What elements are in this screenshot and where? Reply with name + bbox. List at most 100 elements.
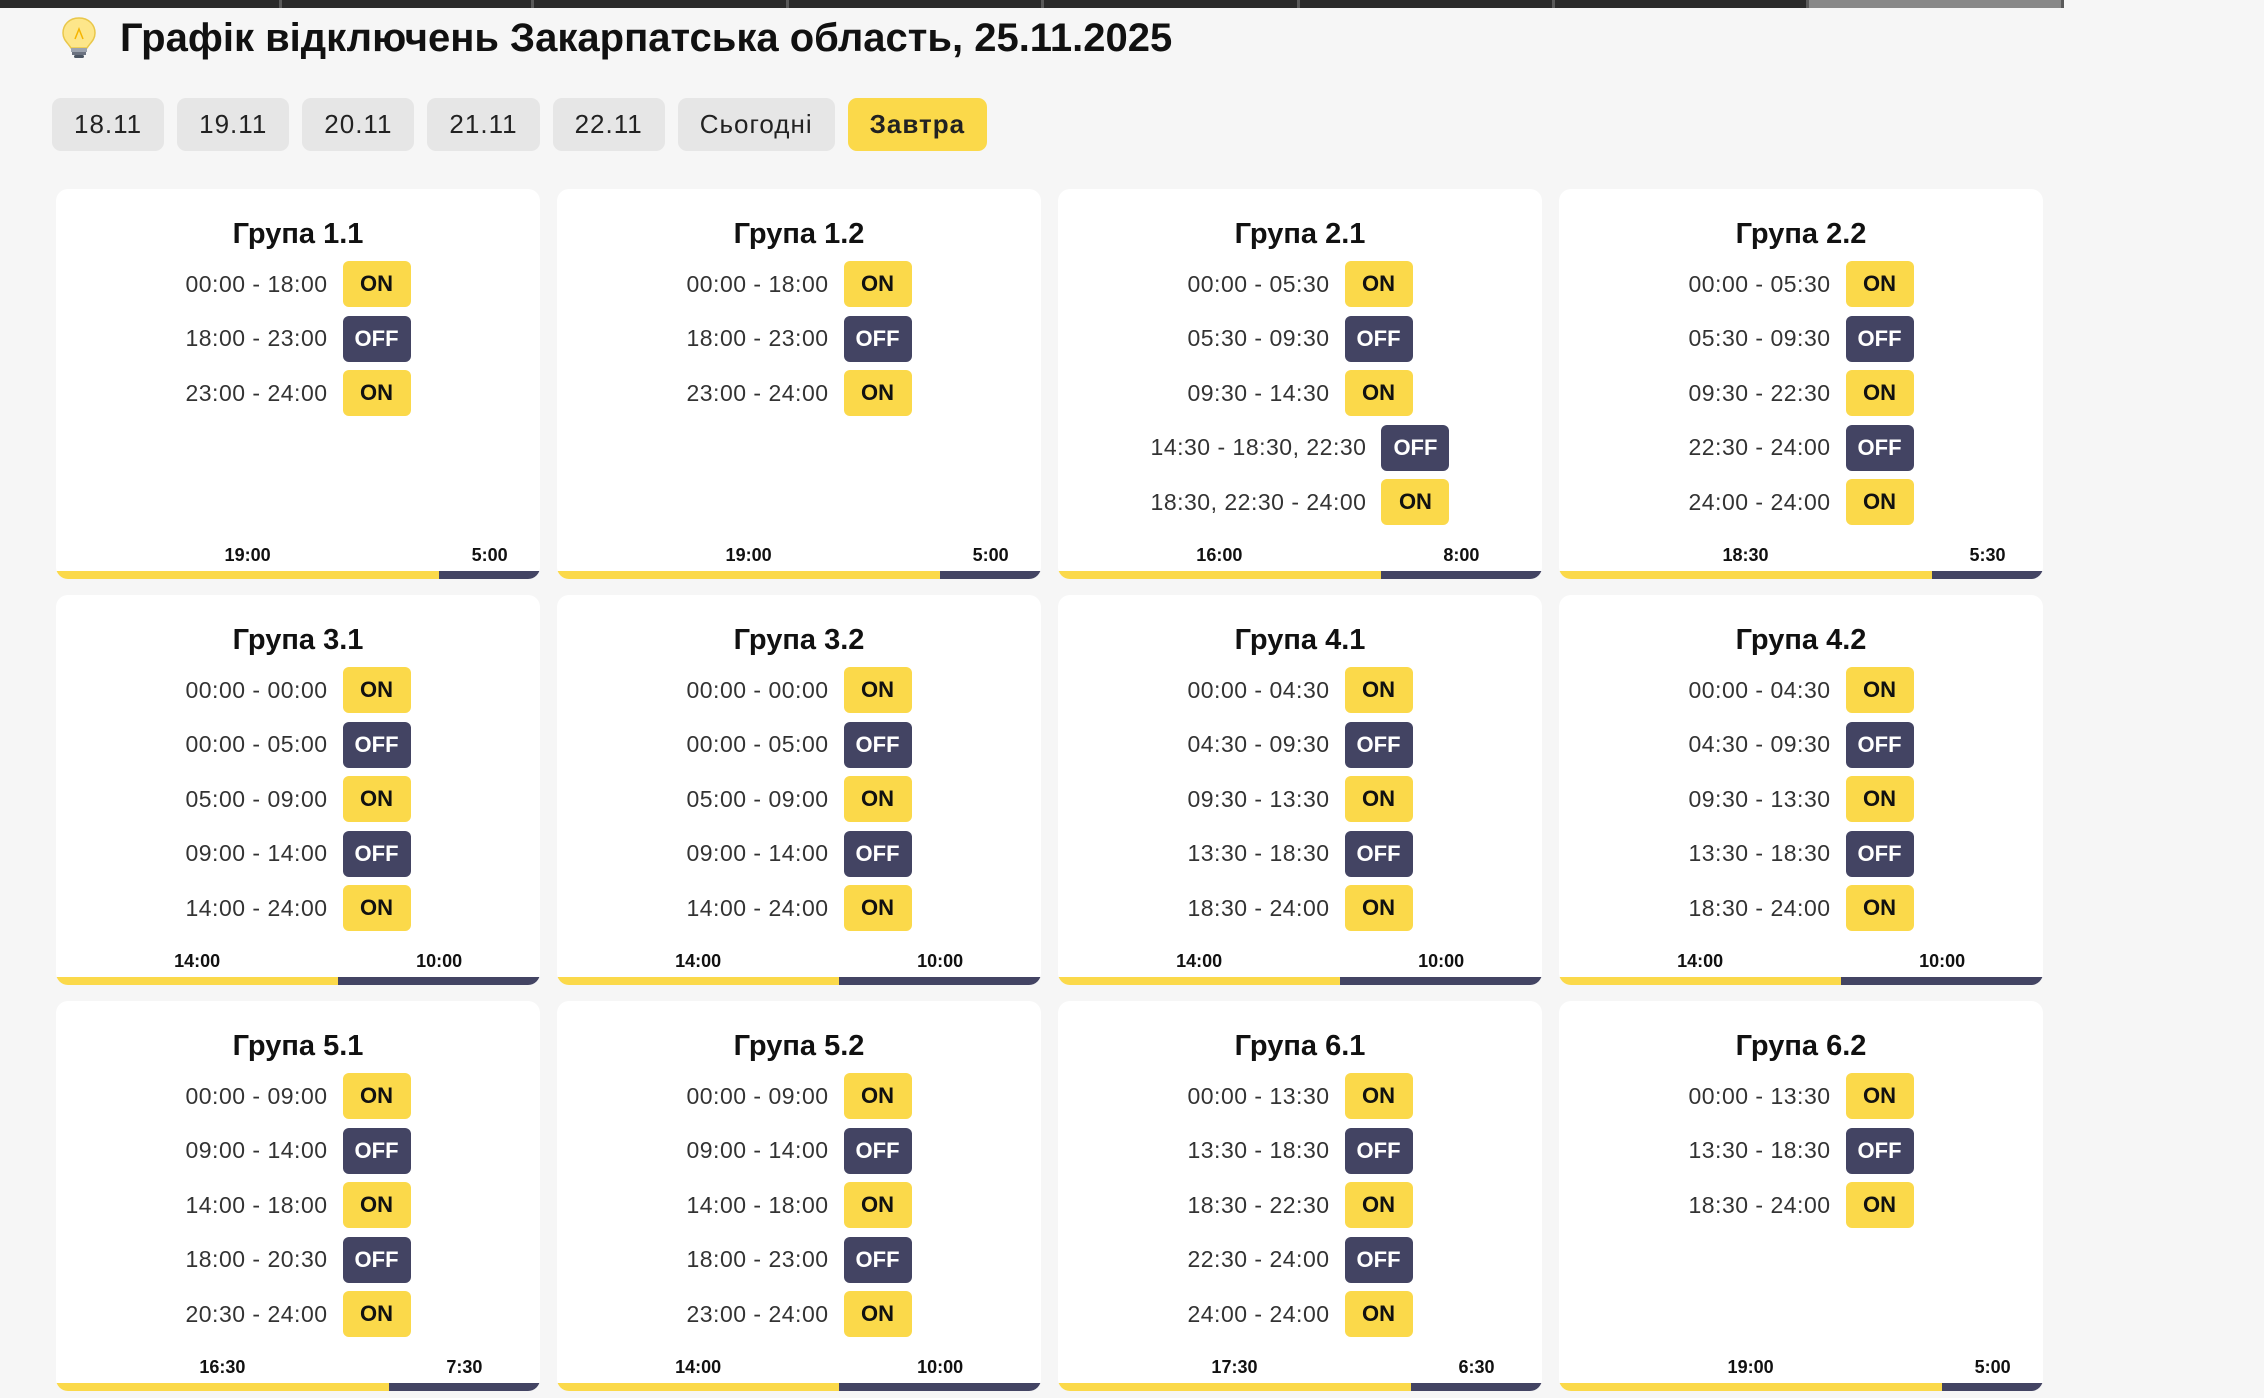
time-range: 04:30 - 09:30: [1688, 731, 1831, 758]
time-range: 00:00 - 13:30: [1187, 1082, 1330, 1109]
tab-1[interactable]: 18.11: [52, 98, 165, 151]
power-ratio-bar: [1058, 571, 1542, 579]
schedule-row: 24:00 - 24:00 ON: [1559, 475, 2043, 530]
schedule-row: 04:30 - 09:30 OFF: [1058, 718, 1542, 773]
time-range: 00:00 - 05:30: [1187, 270, 1330, 297]
off-portion: [1410, 1383, 1542, 1391]
power-ratio-bar: [557, 977, 1041, 985]
time-range: 18:00 - 23:00: [686, 325, 829, 352]
on-total-label: 14:00: [675, 1357, 722, 1377]
power-ratio-bar: [1058, 977, 1542, 985]
on-total-label: 14:00: [174, 951, 221, 971]
browser-tab[interactable]: [534, 0, 789, 8]
schedule-row: 24:00 - 24:00 ON: [1058, 1287, 1542, 1342]
tab-4[interactable]: 21.11: [427, 98, 540, 151]
browser-tab[interactable]: [789, 0, 1044, 8]
status-badge: OFF: [1344, 1236, 1413, 1283]
on-portion: [1058, 977, 1341, 985]
tab-3[interactable]: 20.11: [302, 98, 415, 151]
schedule-row: 18:30 - 24:00 ON: [1058, 881, 1542, 936]
schedule-list: 00:00 - 18:00 ON 18:00 - 23:00 OFF 23:00 - 2…: [557, 257, 1041, 421]
time-range: 18:30, 22:30 - 24:00: [1150, 488, 1367, 515]
schedule-row: 23:00 - 24:00 ON: [557, 1287, 1041, 1342]
time-range: 14:00 - 24:00: [686, 894, 829, 921]
browser-tab[interactable]: [1300, 0, 1555, 8]
status-badge: ON: [1344, 1182, 1413, 1229]
schedule-row: 14:00 - 24:00 ON: [56, 881, 540, 936]
schedule-list: 00:00 - 00:00 ON 00:00 - 05:00 OFF 05:00 - 0…: [557, 663, 1041, 936]
status-badge: ON: [1845, 261, 1914, 308]
schedule-row: 00:00 - 09:00 ON: [557, 1069, 1041, 1124]
on-portion: [1058, 1383, 1411, 1391]
status-badge: OFF: [1845, 315, 1914, 362]
status-badge: ON: [843, 885, 912, 932]
browser-tab[interactable]: [282, 0, 534, 8]
browser-tab[interactable]: [1809, 0, 2064, 8]
on-total-label: 14:00: [675, 951, 722, 971]
off-portion: [839, 1383, 1041, 1391]
time-range: 09:00 - 14:00: [185, 1137, 328, 1164]
schedule-row: 20:30 - 24:00 ON: [56, 1287, 540, 1342]
status-badge: ON: [1845, 1073, 1914, 1120]
on-portion: [1559, 571, 1933, 579]
schedule-row: 18:30 - 22:30 ON: [1058, 1178, 1542, 1233]
time-range: 05:30 - 09:30: [1688, 325, 1831, 352]
status-badge: OFF: [843, 1236, 912, 1283]
off-portion: [1942, 1383, 2043, 1391]
bar-labels: 19:00 5:00: [1559, 1357, 2043, 1379]
schedule-list: 00:00 - 13:30 ON 13:30 - 18:30 OFF 18:30 - 2…: [1559, 1069, 2043, 1233]
time-range: 18:30 - 24:00: [1688, 894, 1831, 921]
schedule-row: 23:00 - 24:00 ON: [56, 366, 540, 421]
group-title: Група 1.2: [733, 218, 865, 250]
on-total-label: 14:00: [1176, 951, 1223, 971]
group-title: Група 3.1: [232, 624, 364, 656]
tab-7[interactable]: Завтра: [847, 98, 988, 151]
time-range: 18:30 - 24:00: [1187, 894, 1330, 921]
schedule-row: 09:00 - 14:00 OFF: [557, 827, 1041, 882]
schedule-row: 00:00 - 05:30 ON: [1058, 257, 1542, 312]
status-badge: OFF: [342, 830, 411, 877]
on-total-label: 19:00: [725, 545, 772, 565]
off-total-label: 10:00: [917, 951, 964, 971]
status-badge: ON: [1344, 776, 1413, 823]
browser-tab[interactable]: [1555, 0, 1809, 8]
on-portion: [557, 1383, 840, 1391]
bar-labels: 14:00 10:00: [56, 951, 540, 973]
tab-5[interactable]: 22.11: [552, 98, 665, 151]
time-range: 09:30 - 22:30: [1688, 379, 1831, 406]
time-range: 24:00 - 24:00: [1187, 1300, 1330, 1327]
on-portion: [1058, 571, 1381, 579]
browser-tab[interactable]: [0, 0, 282, 8]
group-card: Група 5.1 00:00 - 09:00 ON 09:00 - 14:00 OFF…: [56, 1001, 540, 1391]
status-badge: ON: [843, 1291, 912, 1338]
on-portion: [1559, 1383, 1943, 1391]
time-range: 14:30 - 18:30, 22:30: [1150, 434, 1367, 461]
group-title: Група 6.1: [1234, 1030, 1366, 1062]
power-ratio-bar: [1058, 1383, 1542, 1391]
off-total-label: 10:00: [917, 1357, 964, 1377]
status-badge: ON: [342, 885, 411, 932]
group-title: Група 5.1: [232, 1030, 364, 1062]
group-title: Група 2.1: [1234, 218, 1366, 250]
status-badge: ON: [342, 1291, 411, 1338]
schedule-row: 09:30 - 13:30 ON: [1058, 772, 1542, 827]
on-total-label: 19:00: [1727, 1357, 1774, 1377]
schedule-row: 09:00 - 14:00 OFF: [56, 1124, 540, 1179]
off-total-label: 10:00: [1919, 951, 1966, 971]
group-card: Група 4.2 00:00 - 04:30 ON 04:30 - 09:30 OFF…: [1559, 595, 2043, 985]
time-range: 05:00 - 09:00: [686, 785, 829, 812]
schedule-row: 09:30 - 13:30 ON: [1559, 772, 2043, 827]
power-ratio-bar: [56, 571, 540, 579]
time-range: 09:00 - 14:00: [686, 840, 829, 867]
status-badge: ON: [843, 1182, 912, 1229]
schedule-row: 00:00 - 05:00 OFF: [56, 718, 540, 773]
off-portion: [1380, 571, 1542, 579]
on-total-label: 19:00: [224, 545, 271, 565]
schedule-list: 00:00 - 05:30 ON 05:30 - 09:30 OFF 09:30 - 1…: [1058, 257, 1542, 530]
group-card: Група 4.1 00:00 - 04:30 ON 04:30 - 09:30 OFF…: [1058, 595, 1542, 985]
status-badge: ON: [1381, 479, 1450, 526]
time-range: 18:00 - 23:00: [686, 1246, 829, 1273]
tab-2[interactable]: 19.11: [177, 98, 290, 151]
tab-6[interactable]: Сьогодні: [677, 98, 835, 151]
browser-tab[interactable]: [1044, 0, 1300, 8]
